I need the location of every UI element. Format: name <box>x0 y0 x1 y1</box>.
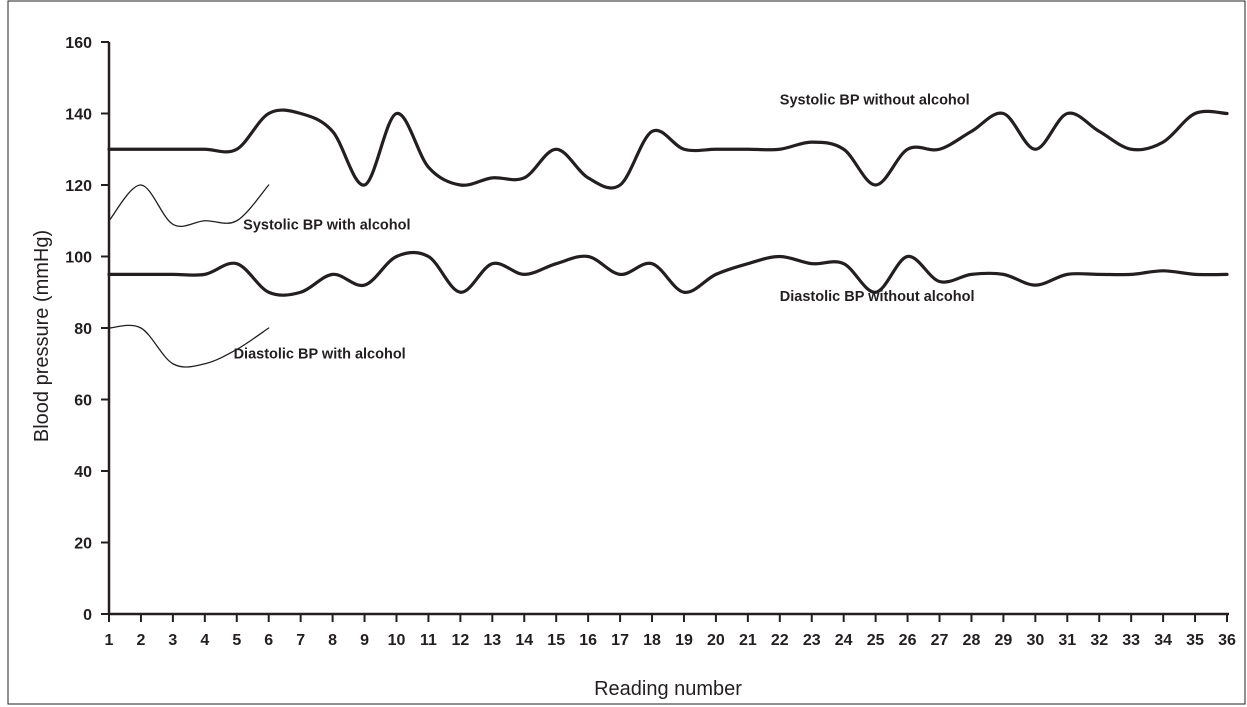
x-tick-label: 7 <box>296 632 305 649</box>
x-axis-title: Reading number <box>594 678 742 700</box>
x-tick-label: 26 <box>899 632 917 649</box>
series-layer <box>107 108 1229 368</box>
x-tick-label: 28 <box>963 632 981 649</box>
x-tick-label: 21 <box>739 632 757 649</box>
figure-border <box>7 0 1246 705</box>
x-tick-label: 16 <box>579 632 597 649</box>
series-line-diastolic-bp-without-alcohol <box>107 250 1229 297</box>
y-tick-label: 40 <box>74 464 92 481</box>
annotation-layer: Systolic BP without alcohol Systolic BP w… <box>234 93 975 363</box>
y-ticks: 0 20 40 60 80 100 120 140 160 <box>65 35 109 624</box>
x-tick-label: 22 <box>771 632 789 649</box>
y-tick-label: 100 <box>65 250 92 267</box>
series-line-systolic-bp-with-alcohol <box>108 184 270 228</box>
series-label: Diastolic BP without alcohol <box>780 289 975 305</box>
x-tick-label: 35 <box>1186 632 1204 649</box>
x-tick-label: 8 <box>328 632 337 649</box>
x-tick-label: 6 <box>264 632 273 649</box>
x-tick-label: 19 <box>675 632 693 649</box>
x-tick-label: 36 <box>1218 632 1236 649</box>
x-tick-label: 11 <box>420 632 437 649</box>
x-tick-label: 15 <box>547 632 565 649</box>
x-tick-label: 32 <box>1090 632 1108 649</box>
y-tick-label: 60 <box>74 393 92 410</box>
y-tick-label: 140 <box>65 107 92 124</box>
x-tick-label: 9 <box>360 632 369 649</box>
x-tick-label: 12 <box>451 632 469 649</box>
x-tick-label: 33 <box>1122 632 1140 649</box>
x-tick-label: 30 <box>1026 632 1044 649</box>
series-line-diastolic-bp-with-alcohol <box>108 324 270 368</box>
x-tick-label: 17 <box>611 632 629 649</box>
y-tick-label: 80 <box>74 321 92 338</box>
x-ticks: 1 2 3 4 5 6 7 8 9 10 11 12 13 14 15 16 17 18 19 20 21 22 23 24 2… <box>105 614 1236 649</box>
x-tick-label: 24 <box>835 632 853 649</box>
y-tick-label: 120 <box>65 178 92 195</box>
x-tick-label: 20 <box>707 632 725 649</box>
x-tick-label: 2 <box>136 632 145 649</box>
y-axis-title: Blood pressure (mmHg) <box>31 230 53 442</box>
x-tick-label: 31 <box>1058 632 1076 649</box>
x-tick-label: 27 <box>931 632 949 649</box>
x-tick-label: 23 <box>803 632 821 649</box>
x-tick-label: 5 <box>232 632 241 649</box>
x-tick-label: 4 <box>200 632 209 649</box>
x-tick-label: 10 <box>388 632 406 649</box>
series-label: Diastolic BP with alcohol <box>234 346 406 362</box>
x-tick-label: 29 <box>995 632 1013 649</box>
x-tick-label: 13 <box>483 632 501 649</box>
x-tick-label: 25 <box>867 632 885 649</box>
series-label: Systolic BP without alcohol <box>780 93 970 109</box>
x-tick-label: 14 <box>515 632 533 649</box>
y-tick-label: 160 <box>65 35 92 52</box>
axes: 1 2 3 4 5 6 7 8 9 10 11 12 13 14 15 16 17 18 19 20 21 22 23 24 2… <box>65 35 1236 649</box>
y-tick-label: 20 <box>74 536 92 553</box>
y-tick-label: 0 <box>83 607 92 624</box>
x-tick-label: 3 <box>168 632 177 649</box>
x-tick-label: 34 <box>1154 632 1172 649</box>
x-tick-label: 1 <box>105 632 114 649</box>
x-tick-label: 18 <box>643 632 661 649</box>
series-line-systolic-bp-without-alcohol <box>107 108 1229 190</box>
series-label: Systolic BP with alcohol <box>243 218 410 234</box>
